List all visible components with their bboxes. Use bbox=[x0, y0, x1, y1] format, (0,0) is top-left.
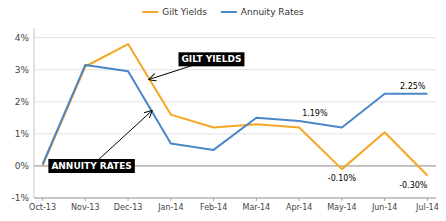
x-tick-label: May-14 bbox=[327, 203, 356, 212]
annotation-background bbox=[178, 52, 244, 66]
legend-label: Annuity Rates bbox=[241, 7, 304, 17]
x-tick bbox=[384, 198, 385, 201]
x-tick bbox=[128, 198, 129, 201]
legend: Gilt Yields Annuity Rates bbox=[142, 7, 304, 17]
grid-line bbox=[34, 69, 436, 70]
x-tick bbox=[170, 198, 171, 201]
lines bbox=[43, 44, 428, 176]
annotations: GILT YIELDS ANNUITY RATES 1.19% 2.25% -0.10%… bbox=[48, 52, 427, 189]
x-tick bbox=[299, 198, 300, 201]
y-tick-label: 0% bbox=[15, 161, 30, 171]
y-tick-label: 4% bbox=[15, 33, 30, 43]
annotation-arrow bbox=[92, 111, 152, 166]
annotation-text: ANNUITY RATES bbox=[51, 161, 131, 171]
annotation-text: GILT YIELDS bbox=[181, 54, 241, 64]
x-tick-label: Feb-14 bbox=[200, 203, 227, 212]
x-tick-label: Jan-14 bbox=[157, 203, 183, 212]
grid-line bbox=[34, 37, 436, 38]
annotation-label: 2.25% bbox=[400, 82, 426, 91]
x-tick bbox=[256, 198, 257, 201]
series-line bbox=[43, 44, 428, 176]
annotation-box: GILT YIELDS bbox=[149, 52, 244, 79]
x-tick-label: Oct-13 bbox=[29, 203, 56, 212]
legend-label: Gilt Yields bbox=[162, 7, 207, 17]
x-tick-label: Mar-14 bbox=[243, 203, 271, 212]
y-axis-line bbox=[34, 28, 35, 198]
grid-line bbox=[34, 198, 436, 199]
annotation-label: -0.30% bbox=[399, 181, 428, 190]
series-line bbox=[43, 65, 428, 164]
annotation-label: -0.10% bbox=[328, 174, 357, 183]
x-tick bbox=[341, 198, 342, 201]
x-tick-label: Jul-14 bbox=[415, 203, 439, 212]
annotation-background bbox=[48, 159, 134, 173]
legend-swatch bbox=[221, 11, 237, 13]
y-tick-label: 2% bbox=[15, 97, 30, 107]
legend-item: Annuity Rates bbox=[221, 7, 304, 17]
x-tick bbox=[427, 198, 428, 201]
x-tick bbox=[85, 198, 86, 201]
x-axis-line bbox=[34, 198, 436, 199]
x-tick bbox=[213, 198, 214, 201]
annotation-box: ANNUITY RATES bbox=[48, 111, 151, 173]
x-tick-label: Dec-13 bbox=[114, 203, 143, 212]
x-tick-label: Apr-14 bbox=[286, 203, 312, 212]
legend-item: Gilt Yields bbox=[142, 7, 207, 17]
x-tick-label: Jun-14 bbox=[371, 203, 398, 212]
y-tick-label: 1% bbox=[15, 129, 30, 139]
x-tick bbox=[42, 198, 43, 201]
y-tick-label: -1% bbox=[11, 193, 29, 203]
y-tick-label: 3% bbox=[15, 65, 30, 75]
x-tick-label: Nov-13 bbox=[71, 203, 99, 212]
grid bbox=[34, 38, 436, 198]
legend-swatch bbox=[142, 11, 158, 13]
annotation-label: 1.19% bbox=[302, 109, 328, 118]
